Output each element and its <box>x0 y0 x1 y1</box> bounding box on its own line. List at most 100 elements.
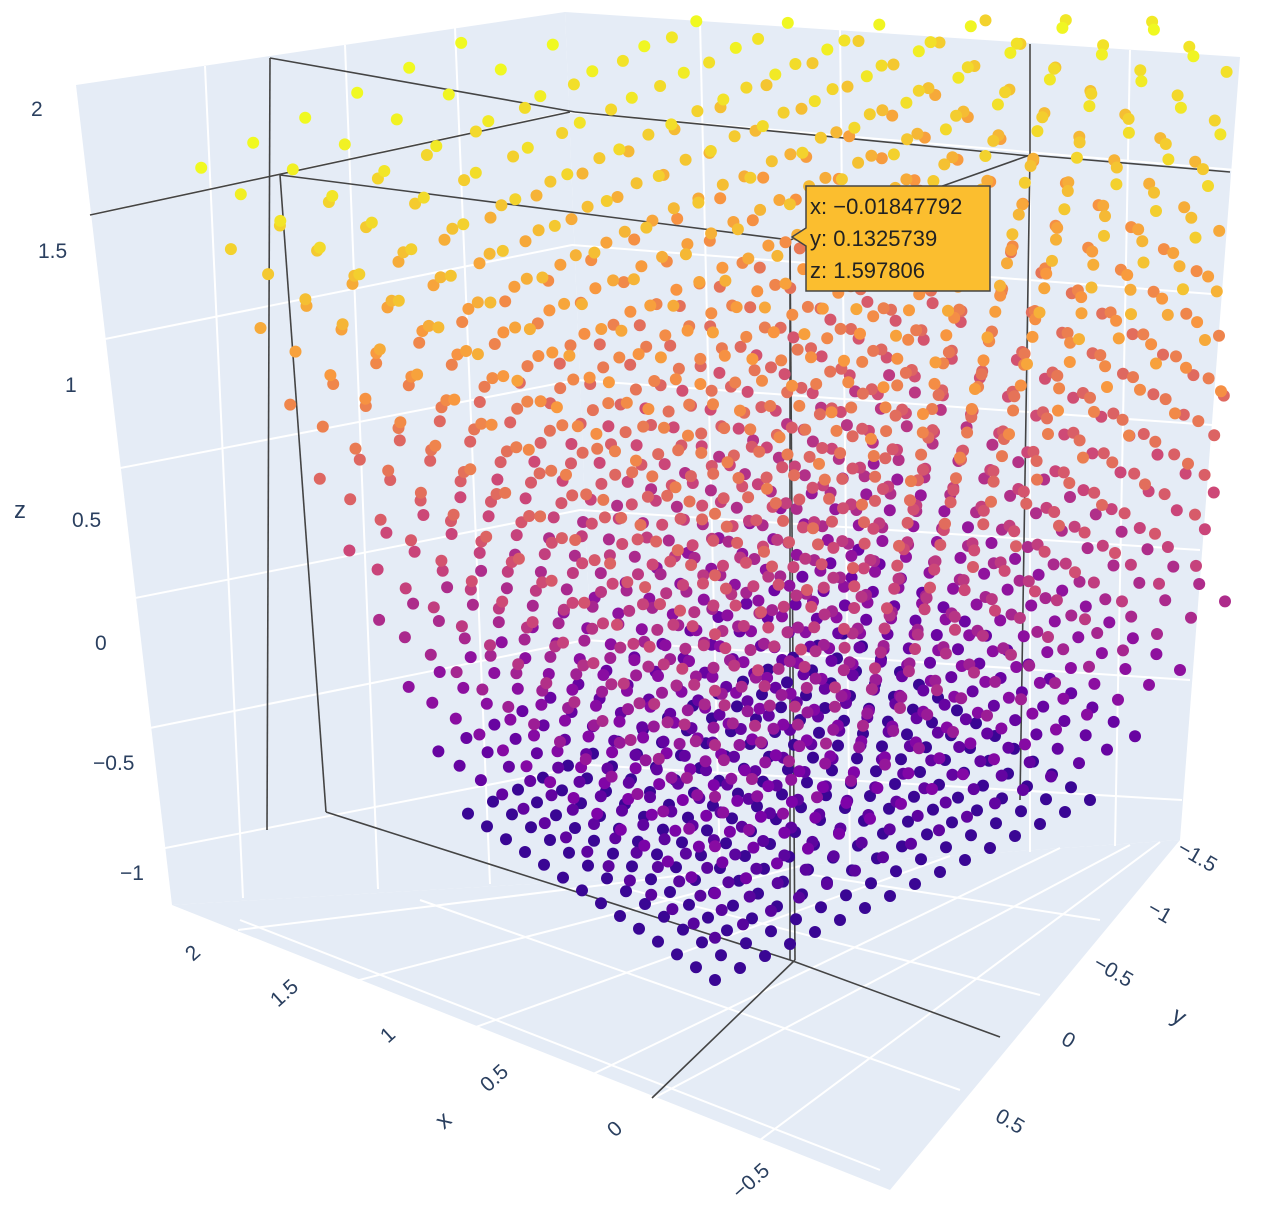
data-point[interactable] <box>1145 338 1158 351</box>
data-point[interactable] <box>679 153 692 166</box>
data-point[interactable] <box>806 387 819 400</box>
data-point[interactable] <box>989 604 1001 617</box>
data-point[interactable] <box>551 745 564 758</box>
data-point[interactable] <box>772 578 785 591</box>
data-point[interactable] <box>1057 692 1070 705</box>
data-point[interactable] <box>648 698 661 710</box>
data-point[interactable] <box>939 517 951 530</box>
data-point[interactable] <box>750 514 763 527</box>
data-point[interactable] <box>560 831 572 844</box>
data-point[interactable] <box>728 130 741 143</box>
data-point[interactable] <box>1070 151 1083 164</box>
data-point[interactable] <box>1023 659 1036 672</box>
data-point[interactable] <box>1220 65 1233 78</box>
data-point[interactable] <box>688 606 701 619</box>
data-point[interactable] <box>751 800 763 813</box>
data-point[interactable] <box>895 797 907 810</box>
data-point[interactable] <box>746 353 759 365</box>
data-point[interactable] <box>607 847 619 860</box>
data-point[interactable] <box>659 329 672 342</box>
data-point[interactable] <box>647 720 660 733</box>
data-point[interactable] <box>484 639 496 652</box>
data-point[interactable] <box>1151 628 1163 640</box>
data-point[interactable] <box>1091 627 1104 639</box>
data-point[interactable] <box>550 401 563 414</box>
data-point[interactable] <box>858 537 871 550</box>
data-point[interactable] <box>523 323 536 336</box>
data-point[interactable] <box>950 472 962 485</box>
data-point[interactable] <box>622 703 634 716</box>
data-point[interactable] <box>1057 643 1070 656</box>
data-point[interactable] <box>781 448 794 461</box>
data-point[interactable] <box>827 850 840 863</box>
data-point[interactable] <box>407 597 420 610</box>
data-point[interactable] <box>970 717 982 730</box>
data-point[interactable] <box>628 233 641 246</box>
data-point[interactable] <box>1085 87 1098 100</box>
data-point[interactable] <box>845 549 858 562</box>
data-point[interactable] <box>1010 661 1023 673</box>
data-point[interactable] <box>971 804 983 817</box>
data-point[interactable] <box>965 403 978 415</box>
data-point[interactable] <box>517 802 530 815</box>
data-point[interactable] <box>933 36 946 49</box>
data-point[interactable] <box>674 604 686 617</box>
data-point[interactable] <box>924 656 936 669</box>
data-point[interactable] <box>813 457 825 470</box>
data-point[interactable] <box>871 782 884 794</box>
data-point[interactable] <box>740 872 752 885</box>
data-point[interactable] <box>654 351 667 364</box>
data-point[interactable] <box>639 581 652 594</box>
data-point[interactable] <box>702 911 714 924</box>
data-point[interactable] <box>1001 583 1014 596</box>
data-point[interactable] <box>1004 46 1017 59</box>
data-point[interactable] <box>563 349 576 362</box>
data-point[interactable] <box>760 471 773 484</box>
data-point[interactable] <box>652 670 664 682</box>
data-point[interactable] <box>609 445 621 458</box>
data-point[interactable] <box>848 121 861 134</box>
data-point[interactable] <box>1122 126 1135 139</box>
data-point[interactable] <box>658 421 670 434</box>
data-point[interactable] <box>534 436 547 449</box>
data-point[interactable] <box>554 258 567 271</box>
data-point[interactable] <box>842 376 855 389</box>
data-point[interactable] <box>506 808 518 821</box>
data-point[interactable] <box>869 494 881 507</box>
data-point[interactable] <box>602 860 615 873</box>
data-point[interactable] <box>671 544 684 557</box>
data-point[interactable] <box>917 408 929 420</box>
data-point[interactable] <box>526 599 539 612</box>
data-point[interactable] <box>1127 371 1139 384</box>
data-point[interactable] <box>968 544 981 557</box>
data-point[interactable] <box>836 472 849 485</box>
data-point[interactable] <box>1088 405 1100 418</box>
data-point[interactable] <box>699 755 712 768</box>
data-point[interactable] <box>688 678 701 691</box>
data-point[interactable] <box>990 817 1002 830</box>
data-point[interactable] <box>1159 393 1172 406</box>
data-point[interactable] <box>840 796 853 809</box>
data-point[interactable] <box>1020 497 1033 510</box>
data-point[interactable] <box>622 145 635 158</box>
data-point[interactable] <box>836 535 849 548</box>
data-point[interactable] <box>817 581 830 594</box>
data-point[interactable] <box>796 570 809 583</box>
data-point[interactable] <box>1149 435 1162 448</box>
data-point[interactable] <box>762 570 775 583</box>
data-point[interactable] <box>433 415 446 428</box>
data-point[interactable] <box>1050 723 1062 736</box>
data-point[interactable] <box>873 18 886 31</box>
data-point[interactable] <box>999 86 1012 99</box>
data-point[interactable] <box>743 890 756 903</box>
data-point[interactable] <box>450 666 463 679</box>
data-point[interactable] <box>1017 630 1030 643</box>
data-point[interactable] <box>1125 308 1137 321</box>
data-point[interactable] <box>1197 163 1209 176</box>
data-point[interactable] <box>496 788 509 801</box>
data-point[interactable] <box>473 546 486 559</box>
data-point[interactable] <box>933 824 945 837</box>
data-point[interactable] <box>676 836 688 849</box>
data-point[interactable] <box>1025 599 1038 612</box>
data-point[interactable] <box>789 700 801 713</box>
